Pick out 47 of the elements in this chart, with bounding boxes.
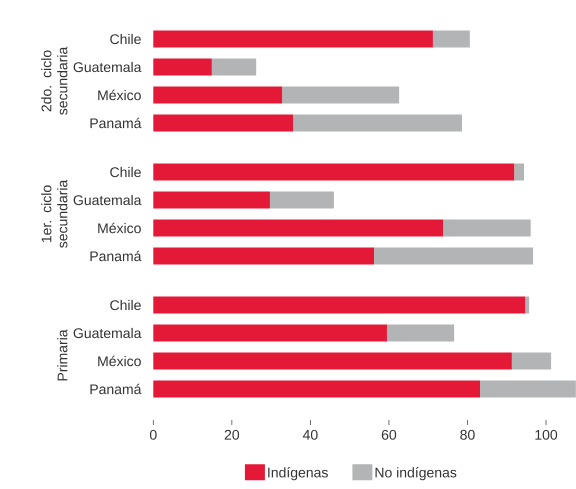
y-tick-label: Chile <box>110 166 141 178</box>
bar <box>153 247 374 264</box>
x-tick-label: 20 <box>224 430 240 440</box>
bar <box>153 324 387 342</box>
bar <box>525 296 530 314</box>
bar <box>153 191 270 208</box>
bar <box>293 114 462 132</box>
x-tick-label: 100 <box>535 430 558 440</box>
y-tick-label: Panamá <box>90 384 142 394</box>
y-tick-label: México <box>98 90 141 100</box>
bar <box>153 163 514 180</box>
y-tick-label: Guatemala <box>74 62 142 72</box>
y-tick-label: Panamá <box>90 250 142 262</box>
legend-label: No indígenas <box>376 467 456 480</box>
bar <box>153 30 433 48</box>
y-tick-label: Chile <box>110 34 141 44</box>
bar <box>386 324 454 342</box>
bar <box>480 380 576 398</box>
bar <box>374 247 534 264</box>
y-axis-title: Primaria <box>57 329 68 380</box>
bar <box>153 114 294 132</box>
x-tick-label: 80 <box>460 430 475 440</box>
y-tick-label: Panamá <box>90 118 142 128</box>
bar <box>512 352 552 370</box>
x-tick-label: 40 <box>302 430 318 440</box>
y-tick-label: Guatemala <box>74 328 142 338</box>
legend-label: Indígenas <box>268 467 328 480</box>
bar <box>153 352 512 370</box>
bar <box>153 219 444 236</box>
bar <box>282 86 400 104</box>
x-tick-label: 60 <box>382 430 396 440</box>
bar <box>432 30 470 48</box>
y-tick-label: Guatemala <box>74 194 142 206</box>
bar <box>153 296 526 314</box>
y-axis-title: 2do. ciclo secundaria <box>41 46 68 115</box>
bar <box>153 86 282 104</box>
y-tick-label: Chile <box>110 300 141 310</box>
bar <box>153 380 480 398</box>
y-axis-title: 1er. ciclo secundaria <box>41 180 68 248</box>
y-tick-label: México <box>98 356 141 366</box>
y-tick-label: México <box>98 222 141 234</box>
x-tick-label: 0 <box>150 430 157 440</box>
bar <box>212 58 256 76</box>
bar <box>270 191 334 208</box>
bar <box>153 58 212 76</box>
bar <box>514 163 524 180</box>
bar <box>443 219 531 236</box>
